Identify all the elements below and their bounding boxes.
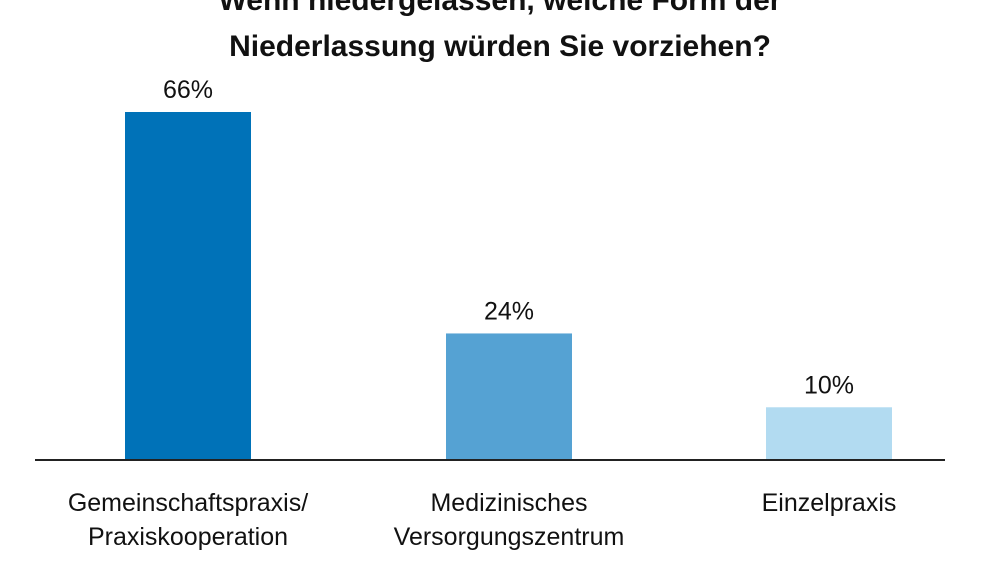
- value-label-3: 10%: [804, 371, 854, 399]
- category-label-line: Versorgungszentrum: [393, 523, 625, 551]
- category-label-2: Medizinisches Versorgungszentrum: [344, 486, 674, 554]
- chart-title-line-1: Wenn niedergelassen, welche Form der: [218, 0, 782, 17]
- category-label-line: Praxiskooperation: [87, 523, 289, 551]
- category-label-line: Medizinisches: [430, 489, 588, 517]
- chart-title-line-2: Niederlassung würden Sie vorziehen?: [229, 30, 771, 63]
- category-label-line: Gemeinschaftspraxis/: [67, 489, 309, 517]
- bar-2: [446, 333, 572, 460]
- category-label-line: Einzelpraxis: [761, 489, 897, 517]
- category-label-3: Einzelpraxis: [664, 486, 994, 520]
- bar-3: [766, 407, 892, 460]
- value-label-2: 24%: [484, 297, 534, 325]
- bar-1: [125, 112, 251, 460]
- value-label-1: 66%: [163, 76, 213, 104]
- category-label-1: Gemeinschaftspraxis/Praxiskooperation: [23, 486, 353, 554]
